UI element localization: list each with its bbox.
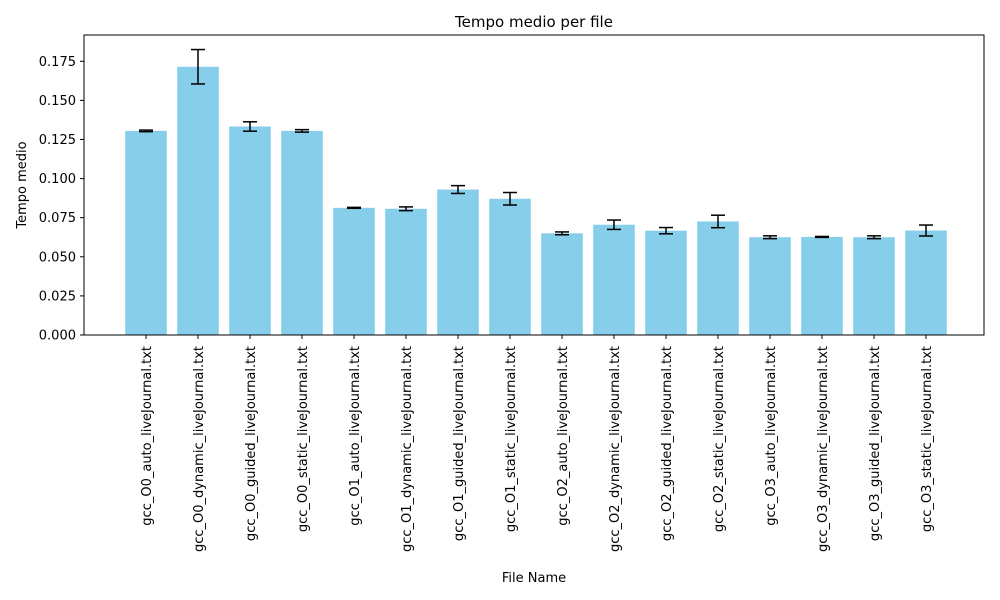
x-tick-label: gcc_O0_static_liveJournal.txt [296,346,311,532]
x-axis-label: File Name [502,571,566,586]
bar [905,230,947,335]
error-bars-group [139,48,933,240]
bar [749,237,791,335]
y-tick-label: 0.125 [39,133,76,148]
y-tick-label: 0.025 [39,289,76,304]
x-tick-label: gcc_O1_dynamic_liveJournal.txt [400,346,415,552]
x-tick-label: gcc_O3_auto_liveJournal.txt [764,346,779,526]
x-tick-label: gcc_O2_auto_liveJournal.txt [556,346,571,526]
bar [125,130,167,335]
y-tick-label: 0.000 [39,329,76,344]
x-tick-label: gcc_O0_guided_liveJournal.txt [244,346,259,541]
y-axis: 0.000 0.025 0.050 0.075 0.100 0.125 0.150 0.175 [39,55,84,344]
bar [229,126,271,336]
bar [385,208,427,335]
chart-title: Tempo medio per file [454,13,613,31]
y-tick-label: 0.150 [39,94,76,109]
bar [333,207,375,335]
x-tick-label: gcc_O0_dynamic_liveJournal.txt [192,346,207,552]
x-tick-label: gcc_O1_guided_liveJournal.txt [452,346,467,541]
bar [645,230,687,335]
x-tick-label: gcc_O3_dynamic_liveJournal.txt [816,346,831,552]
bar [177,66,219,335]
x-tick-label: gcc_O3_static_liveJournal.txt [920,346,935,532]
bar [801,236,843,335]
y-tick-label: 0.175 [39,55,76,70]
x-tick-label: gcc_O1_auto_liveJournal.txt [348,346,363,526]
x-tick-label: gcc_O0_auto_liveJournal.txt [140,346,155,526]
bar [437,189,479,335]
bar [593,224,635,335]
bars-group [125,66,947,336]
x-tick-label: gcc_O3_guided_liveJournal.txt [868,346,883,541]
x-tick-label: gcc_O1_static_liveJournal.txt [504,346,519,532]
x-axis: gcc_O0_auto_liveJournal.txt gcc_O0_dynami… [140,335,935,552]
bar [281,130,323,335]
bar [541,233,583,335]
x-tick-label: gcc_O2_guided_liveJournal.txt [660,346,675,541]
bar [853,237,895,335]
y-tick-label: 0.050 [39,250,76,265]
x-tick-label: gcc_O2_static_liveJournal.txt [712,346,727,532]
plot-frame [83,34,985,336]
y-axis-label: Tempo medio [15,141,30,229]
y-tick-label: 0.100 [39,172,76,187]
bar [697,221,739,335]
x-tick-label: gcc_O2_dynamic_liveJournal.txt [608,346,623,552]
bar [489,198,531,335]
y-tick-label: 0.075 [39,211,76,226]
